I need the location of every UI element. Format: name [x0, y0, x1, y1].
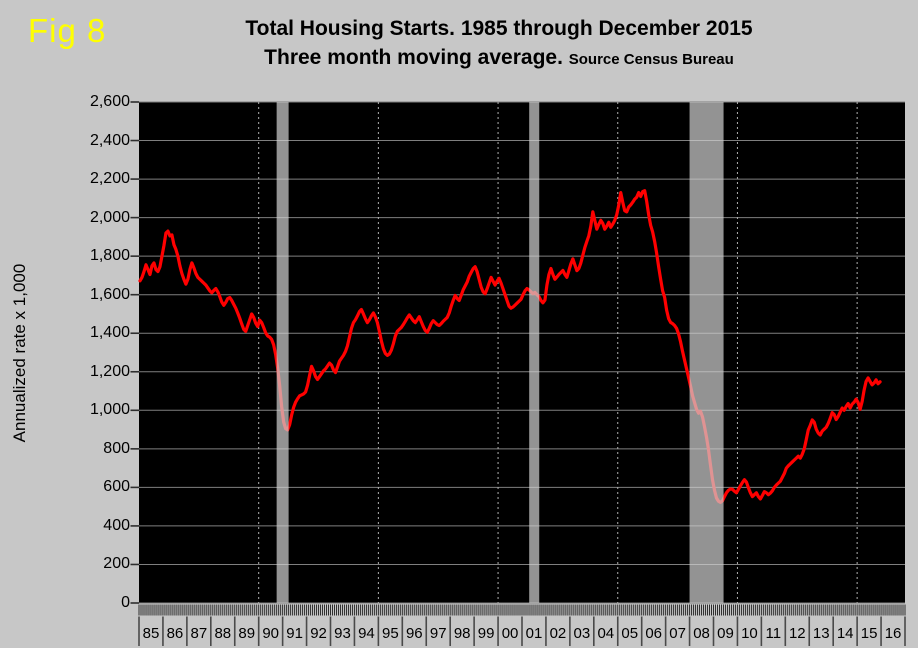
x-tick-label: 12 — [788, 625, 806, 642]
subtitle-text: Three month moving average. — [264, 46, 563, 69]
x-tick-label: 15 — [860, 625, 878, 642]
x-tick-label: 94 — [358, 625, 375, 642]
x-tick-label: 90 — [262, 625, 279, 642]
y-tick-label: 600 — [103, 478, 130, 496]
x-tick-label: 93 — [334, 625, 351, 642]
plot-background — [139, 102, 905, 603]
y-tick-label: 1,800 — [89, 247, 130, 265]
x-tick-label: 86 — [166, 625, 184, 642]
housing-starts-line — [138, 189, 882, 505]
figure-label: Fig 8 — [28, 12, 107, 49]
x-tick-label: 89 — [238, 625, 256, 642]
x-tick-label: 88 — [214, 625, 232, 642]
x-tick-label: 96 — [405, 625, 423, 642]
x-tick-label: 10 — [741, 625, 758, 642]
x-tick-label: 02 — [549, 625, 567, 642]
x-tick-label: 97 — [429, 625, 447, 642]
x-tick-label: 14 — [836, 625, 854, 642]
x-tick-label: 87 — [190, 625, 208, 642]
x-tick-label: 13 — [812, 625, 830, 642]
y-tick-label: 1,000 — [89, 401, 130, 419]
x-tick-label: 06 — [645, 625, 662, 642]
chart-title-block: Total Housing Starts. 1985 through Decem… — [90, 16, 908, 73]
x-tick-label: 92 — [310, 625, 327, 642]
y-tick-label: 1,600 — [89, 285, 130, 303]
recession-band — [689, 102, 724, 603]
x-tick-label: 85 — [142, 625, 160, 642]
x-tick-label: 09 — [717, 625, 734, 642]
y-tick-label: 0 — [121, 594, 130, 611]
source-note: Source Census Bureau — [568, 51, 734, 68]
y-tick-label: 800 — [103, 439, 130, 457]
chart-title: Total Housing Starts. 1985 through Decem… — [245, 17, 753, 40]
x-tick-label: 05 — [621, 625, 639, 642]
y-tick-label: 400 — [103, 516, 130, 534]
y-tick-label: 1,400 — [89, 324, 130, 342]
y-tick-label: 200 — [103, 555, 130, 573]
x-tick-label: 99 — [477, 625, 495, 642]
recession-band — [276, 102, 289, 603]
x-tick-label: 98 — [453, 625, 471, 642]
x-tick-label: 00 — [501, 625, 519, 642]
x-tick-label: 07 — [669, 625, 686, 642]
chart-subtitle: Three month moving average. Source Censu… — [90, 45, 908, 73]
x-tick-label: 01 — [525, 625, 543, 642]
x-tick-label: 08 — [693, 625, 710, 642]
y-tick-label: 2,200 — [89, 170, 130, 188]
x-tick-label: 03 — [573, 625, 591, 642]
x-tick-label: 11 — [765, 625, 782, 642]
y-tick-label: 2,400 — [89, 131, 130, 149]
y-tick-label: 1,200 — [89, 362, 130, 380]
x-tick-label: 16 — [884, 625, 902, 642]
y-tick-label: 2,600 — [89, 93, 130, 110]
x-tick-label: 04 — [597, 625, 615, 642]
x-tick-label: 91 — [286, 625, 303, 642]
recession-band — [529, 102, 540, 603]
y-tick-label: 2,000 — [89, 208, 130, 226]
x-tick-label: 95 — [382, 625, 399, 642]
